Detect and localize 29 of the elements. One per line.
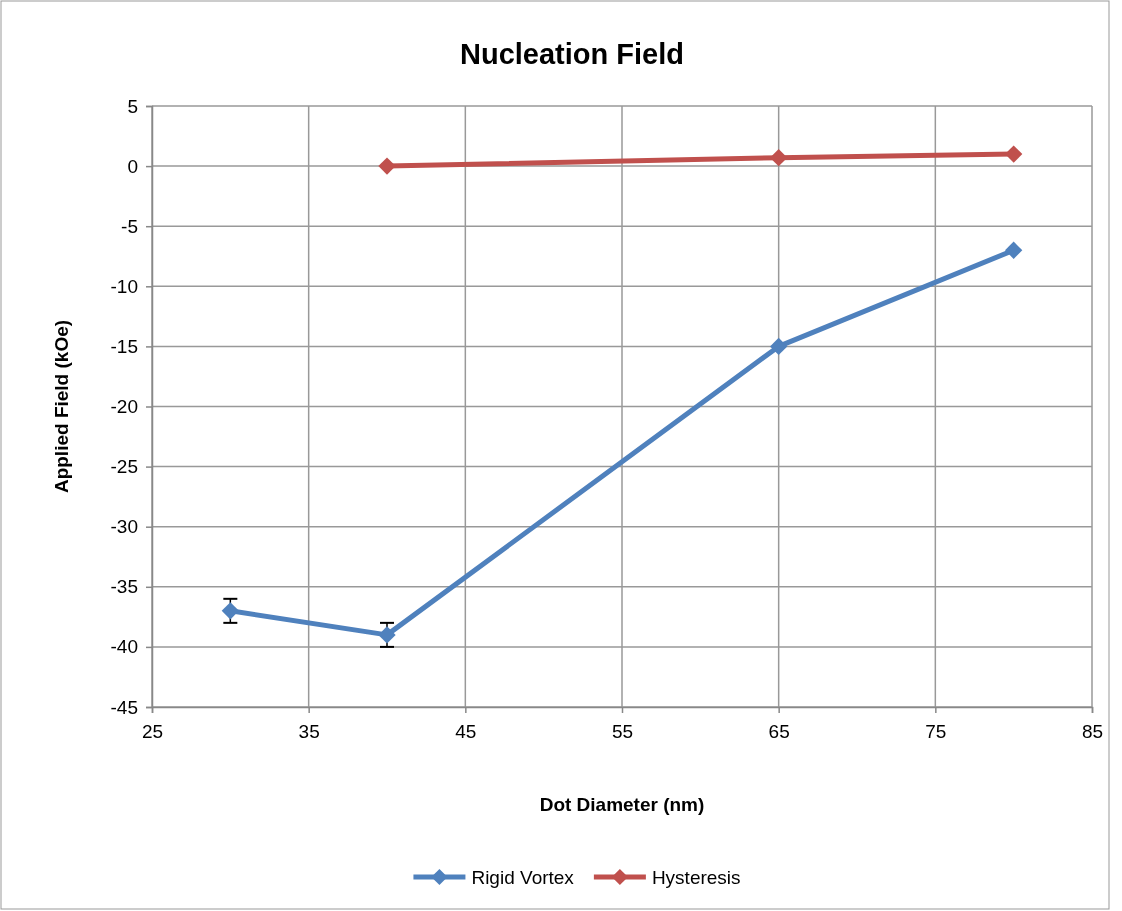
point [1005, 145, 1023, 163]
legend-label: Hysteresis [651, 867, 741, 888]
x-tick-label: 75 [925, 721, 947, 743]
y-tick-label: -35 [110, 576, 138, 598]
y-tick-label: -25 [110, 456, 138, 478]
legend-label: Rigid Vortex [471, 867, 575, 888]
point [378, 626, 396, 644]
x-tick-label: 45 [455, 721, 477, 743]
y-tick-label: 0 [127, 155, 138, 177]
y-tick-label: -5 [121, 215, 138, 237]
y-tick-label: -40 [110, 636, 138, 658]
y-tick-label: -20 [110, 396, 138, 418]
y-tick-label: -10 [110, 275, 138, 297]
point [378, 157, 396, 175]
y-axis-title: Applied Field (kOe) [51, 319, 72, 494]
point [1005, 241, 1023, 259]
x-tick-label: 65 [768, 721, 790, 743]
point [770, 337, 788, 356]
x-tick-label: 55 [611, 721, 634, 743]
y-tick-label: -45 [110, 696, 138, 718]
point [221, 602, 239, 620]
x-tick-label: 25 [141, 721, 164, 743]
y-tick-label: -15 [110, 335, 138, 357]
y-tick-label: 5 [127, 95, 138, 117]
x-axis-title: Dot Diameter (nm) [539, 794, 705, 815]
y-tick-label: -30 [110, 516, 138, 538]
chart-title: Nucleation Field [460, 38, 684, 70]
x-tick-label: 85 [1081, 721, 1104, 743]
x-tick-label: 35 [298, 721, 320, 743]
